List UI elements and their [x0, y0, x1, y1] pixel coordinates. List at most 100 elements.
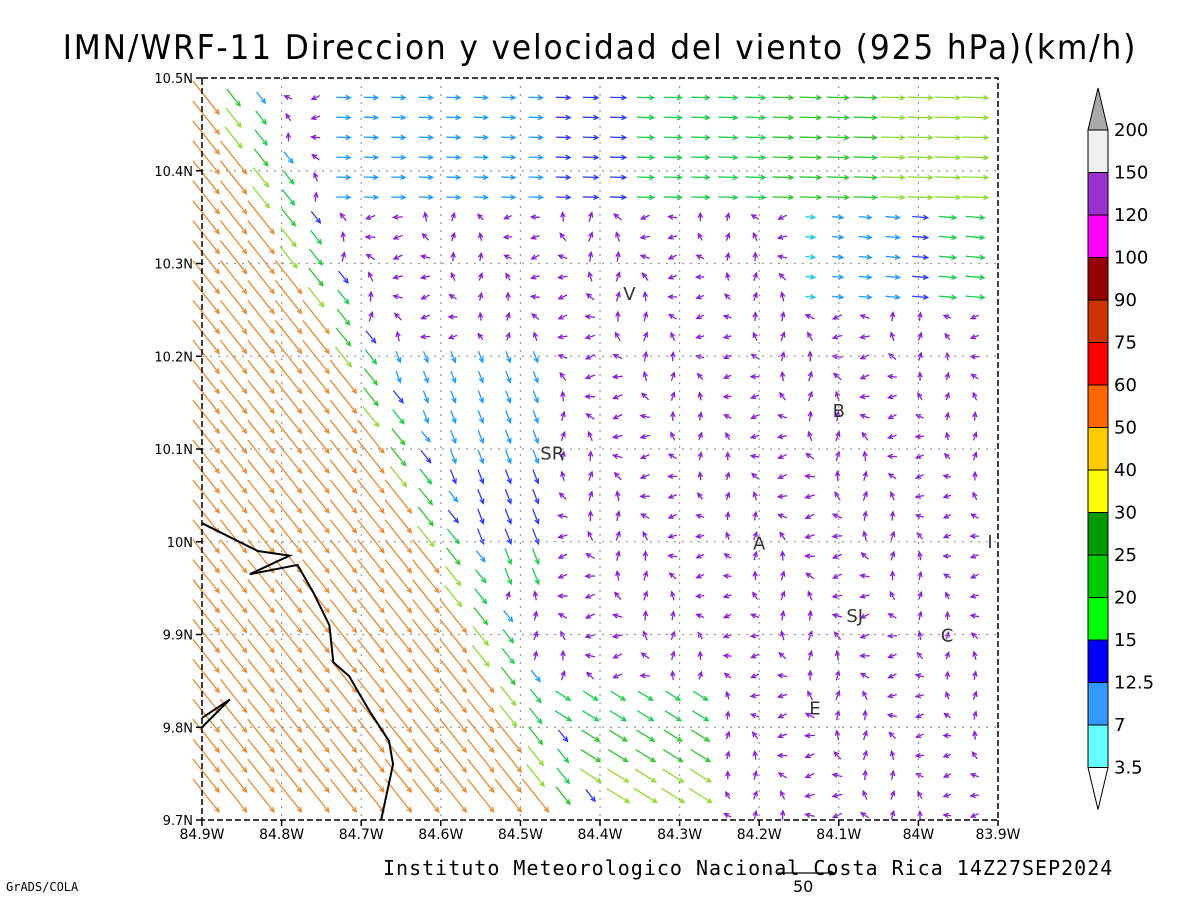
arrow-shaft: [862, 691, 868, 701]
arrow-head: [351, 507, 358, 514]
arrow-head: [296, 806, 303, 814]
arrow-head: [423, 417, 430, 425]
arrow-head: [406, 647, 413, 654]
wind-arrow: [313, 171, 319, 182]
arrow-head: [478, 377, 484, 384]
wind-arrow: [192, 120, 220, 155]
wind-arrow: [943, 452, 951, 460]
arrow-head: [613, 471, 620, 478]
wind-arrow: [636, 94, 656, 101]
wind-arrow: [835, 450, 841, 462]
colorbar-segment: [1087, 427, 1109, 471]
wind-arrow: [444, 585, 463, 608]
arrow-head: [705, 777, 713, 783]
arrow-head: [557, 254, 564, 260]
arrow-shaft: [357, 738, 385, 773]
arrow-head: [483, 640, 490, 647]
arrow-head: [622, 756, 629, 763]
arrow-head: [584, 354, 592, 360]
wind-arrow: [938, 294, 958, 300]
arrow-head: [732, 174, 739, 181]
wind-arrow: [392, 254, 403, 260]
arrow-head: [667, 533, 674, 539]
wind-arrow: [555, 194, 572, 201]
arrow-shaft: [192, 339, 220, 374]
arrow-shaft: [357, 658, 385, 693]
arrow-head: [324, 627, 330, 634]
wind-arrow: [945, 591, 951, 600]
wind-arrow: [639, 473, 650, 480]
arrow-shaft: [778, 235, 788, 239]
wind-arrow: [805, 214, 817, 220]
arrow-head: [723, 354, 730, 360]
wind-arrow: [494, 778, 523, 814]
wind-arrow: [336, 174, 352, 181]
arrow-head: [534, 578, 540, 586]
arrow-shaft: [554, 710, 572, 722]
arrow-head: [345, 340, 352, 347]
wind-arrow: [501, 154, 517, 161]
arrow-head: [788, 134, 795, 141]
wind-arrow: [965, 214, 986, 221]
wind-arrow: [467, 698, 495, 734]
arrow-shaft: [357, 539, 385, 573]
arrow-shaft: [965, 235, 985, 239]
arrow-head: [649, 736, 656, 742]
arrow-shaft: [329, 758, 357, 793]
arrow-head: [214, 308, 220, 315]
wind-arrow: [778, 272, 787, 281]
wind-arrow: [439, 738, 468, 774]
arrow-head: [862, 490, 868, 498]
arrow-head: [969, 812, 977, 818]
arrow-head: [296, 447, 303, 455]
wind-arrow: [612, 673, 623, 679]
arrow-head: [290, 220, 297, 227]
wind-arrow: [274, 599, 303, 634]
wind-arrow: [449, 449, 457, 465]
wind-arrow: [247, 379, 275, 415]
arrow-shaft: [589, 451, 592, 462]
arrow-head: [834, 729, 841, 736]
arrow-head: [482, 154, 490, 161]
arrow-head: [776, 693, 784, 699]
arrow-head: [241, 408, 248, 415]
arrow-head: [269, 388, 275, 395]
wind-arrow: [219, 319, 248, 355]
arrow-head: [241, 368, 248, 375]
arrow-shaft: [860, 414, 870, 419]
arrow-head: [478, 417, 485, 425]
arrow-shaft: [799, 176, 821, 179]
arrow-head: [351, 806, 358, 814]
arrow-shaft: [585, 374, 596, 379]
wind-arrow: [192, 658, 220, 694]
arrow-head: [859, 413, 866, 419]
wind-arrow: [532, 610, 539, 621]
arrow-head: [241, 388, 248, 395]
arrow-head: [843, 194, 851, 201]
wind-arrow: [477, 332, 484, 341]
arrow-head: [296, 547, 303, 554]
wind-arrow: [192, 399, 220, 435]
arrow-head: [565, 695, 572, 701]
wind-arrow: [420, 449, 432, 464]
arrow-head: [859, 374, 866, 380]
wind-arrow: [670, 670, 676, 681]
arrow-head: [725, 790, 731, 798]
colorbar-segment: [1087, 214, 1109, 258]
wind-arrow: [467, 658, 495, 694]
arrow-shaft: [329, 619, 357, 653]
arrow-head: [886, 373, 894, 380]
arrow-head: [723, 553, 730, 559]
arrow-head: [866, 214, 873, 221]
arrow-shaft: [585, 789, 596, 802]
arrow-shaft: [247, 499, 275, 534]
wind-arrow: [694, 593, 705, 599]
wind-arrow: [302, 459, 330, 494]
arrow-shaft: [745, 156, 766, 159]
arrow-head: [749, 713, 757, 719]
wind-arrow: [944, 650, 950, 660]
wind-arrow: [664, 174, 684, 181]
wind-arrow: [609, 134, 628, 141]
wind-arrow: [862, 709, 868, 721]
arrow-head: [944, 610, 951, 618]
